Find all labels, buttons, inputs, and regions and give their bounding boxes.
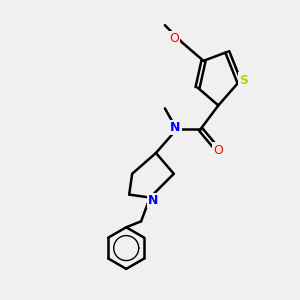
Text: O: O [213, 143, 223, 157]
Text: N: N [148, 194, 158, 207]
Text: S: S [239, 74, 248, 87]
Text: N: N [170, 121, 181, 134]
Text: O: O [169, 32, 179, 45]
